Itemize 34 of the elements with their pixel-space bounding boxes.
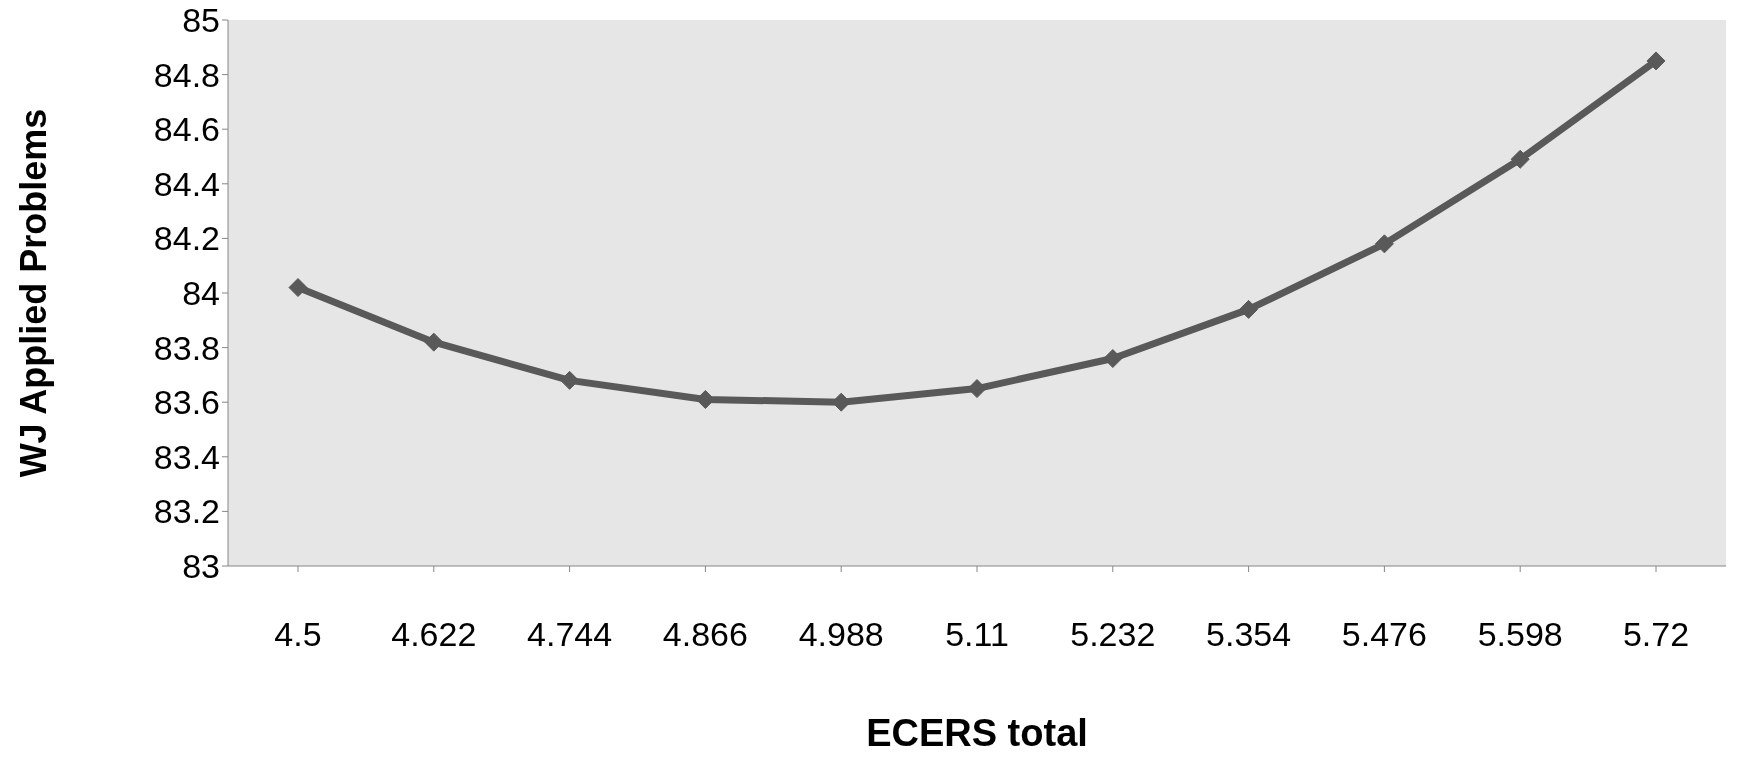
- point: [1239, 299, 1259, 319]
- y-tick-label: 83.6: [153, 383, 220, 422]
- y-tick-label: 84: [182, 274, 220, 313]
- x-axis-title: ECERS total: [866, 712, 1088, 754]
- x-tick-label: 5.72: [1622, 615, 1690, 654]
- x-tick-label: 4.622: [391, 615, 477, 654]
- x-tick-label: 4.5: [274, 615, 322, 654]
- point: [1510, 149, 1530, 169]
- point: [967, 379, 987, 399]
- y-tick-label: 85: [182, 1, 220, 40]
- x-tick-label: 4.866: [662, 615, 748, 654]
- y-tick-label: 84.2: [153, 219, 220, 258]
- y-tick-label: 84.6: [153, 110, 220, 149]
- x-tick-label: 5.354: [1206, 615, 1292, 654]
- point: [1103, 349, 1123, 369]
- y-tick-label: 83.4: [153, 437, 220, 476]
- point: [1374, 234, 1394, 254]
- y-tick-label: 83.2: [153, 492, 220, 531]
- y-axis-title: WJ Applied Problems: [12, 108, 54, 478]
- point: [288, 278, 308, 298]
- y-tick-label: 84.8: [153, 55, 220, 94]
- x-tick-label: 4.988: [798, 615, 884, 654]
- x-tick-label: 5.476: [1341, 615, 1427, 654]
- x-tick-label: 4.744: [527, 615, 613, 654]
- x-tick-label: 5.598: [1477, 615, 1563, 654]
- point: [560, 370, 580, 390]
- point: [1646, 51, 1666, 71]
- point: [424, 332, 444, 352]
- x-tick-label: 5.232: [1070, 615, 1156, 654]
- y-tick-label: 84.4: [153, 164, 220, 203]
- x-tick-label: 5.11: [945, 615, 1009, 654]
- point: [695, 389, 715, 409]
- y-tick-label: 83: [182, 547, 220, 586]
- y-tick-label: 83.8: [153, 328, 220, 367]
